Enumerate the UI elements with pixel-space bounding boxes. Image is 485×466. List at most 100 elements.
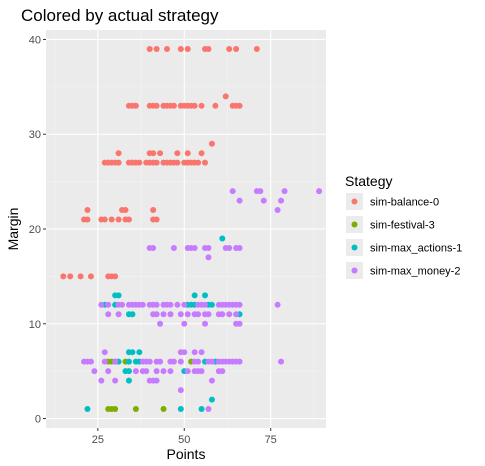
- legend-item: sim-max_money-2: [346, 262, 460, 279]
- data-point: [236, 320, 243, 327]
- data-point: [101, 358, 108, 365]
- y-tick-label: 40: [29, 34, 41, 46]
- legend-swatch: [351, 267, 358, 274]
- y-tick-label: 10: [29, 319, 41, 331]
- legend-swatch: [351, 221, 358, 228]
- data-point: [150, 244, 157, 251]
- data-point: [119, 301, 126, 308]
- data-point: [219, 368, 226, 375]
- data-point: [177, 387, 184, 394]
- data-point: [105, 301, 112, 308]
- data-point: [163, 45, 170, 52]
- legend-swatch: [351, 244, 358, 251]
- data-point: [229, 188, 236, 195]
- data-point: [260, 197, 267, 204]
- data-point: [125, 358, 132, 365]
- data-point: [174, 150, 181, 157]
- data-point: [257, 188, 264, 195]
- data-point: [191, 244, 198, 251]
- data-point: [198, 406, 205, 413]
- legend-item: sim-festival-3: [346, 216, 435, 233]
- y-tick-label: 20: [29, 224, 41, 236]
- data-point: [170, 358, 177, 365]
- data-point: [195, 159, 202, 166]
- data-point: [153, 311, 160, 318]
- y-axis-title: Margin: [5, 208, 21, 251]
- data-point: [115, 216, 122, 223]
- data-point: [132, 406, 139, 413]
- data-point: [153, 159, 160, 166]
- data-point: [236, 301, 243, 308]
- data-point: [60, 273, 67, 280]
- data-point: [191, 349, 198, 356]
- legend: Stategy sim-balance-0 sim-festival-3 sim-m…: [345, 173, 462, 279]
- data-point: [150, 150, 157, 157]
- data-point: [233, 311, 240, 318]
- data-point: [125, 368, 132, 375]
- y-tick-label: 0: [35, 414, 41, 426]
- data-point: [157, 320, 164, 327]
- chart-title: Colored by actual strategy: [21, 6, 219, 25]
- data-point: [236, 197, 243, 204]
- data-point: [274, 301, 281, 308]
- data-point: [233, 45, 240, 52]
- data-point: [222, 93, 229, 100]
- y-axis-ticks: 0 10 20 30 40: [29, 34, 46, 426]
- data-point: [202, 159, 209, 166]
- data-point: [112, 358, 119, 365]
- data-point: [150, 207, 157, 214]
- data-point: [136, 349, 143, 356]
- data-point: [226, 45, 233, 52]
- data-point: [236, 102, 243, 109]
- legend-item: sim-balance-0: [346, 193, 439, 210]
- data-point: [105, 311, 112, 318]
- data-point: [184, 45, 191, 52]
- data-point: [205, 406, 212, 413]
- data-point: [208, 377, 215, 384]
- data-point: [87, 358, 94, 365]
- data-point: [143, 368, 150, 375]
- data-point: [202, 292, 209, 299]
- legend-label: sim-max_actions-1: [370, 243, 462, 255]
- data-point: [146, 45, 153, 52]
- data-point: [208, 396, 215, 403]
- data-point: [191, 292, 198, 299]
- data-point: [181, 301, 188, 308]
- data-point: [87, 273, 94, 280]
- x-axis-title: Points: [167, 446, 206, 462]
- data-point: [202, 301, 209, 308]
- x-tick-label: 25: [92, 434, 104, 446]
- data-point: [157, 150, 164, 157]
- data-point: [281, 188, 288, 195]
- data-point: [153, 377, 160, 384]
- data-point: [77, 273, 84, 280]
- data-point: [153, 301, 160, 308]
- data-point: [278, 197, 285, 204]
- data-point: [160, 311, 167, 318]
- data-point: [191, 102, 198, 109]
- data-point: [115, 159, 122, 166]
- data-point: [115, 292, 122, 299]
- data-point: [202, 320, 209, 327]
- data-point: [112, 377, 119, 384]
- data-point: [205, 45, 212, 52]
- data-point: [253, 45, 260, 52]
- data-point: [101, 349, 108, 356]
- data-point: [219, 235, 226, 242]
- data-point: [101, 216, 108, 223]
- data-point: [125, 216, 132, 223]
- data-point: [136, 159, 143, 166]
- data-point: [84, 207, 91, 214]
- data-point: [181, 349, 188, 356]
- data-point: [115, 311, 122, 318]
- legend-label: sim-festival-3: [370, 220, 435, 232]
- legend-items: sim-balance-0 sim-festival-3 sim-max_actio…: [346, 193, 462, 279]
- data-point: [167, 311, 174, 318]
- data-point: [112, 273, 119, 280]
- data-point: [205, 254, 212, 261]
- data-point: [115, 150, 122, 157]
- data-point: [170, 244, 177, 251]
- data-point: [153, 45, 160, 52]
- data-point: [195, 311, 202, 318]
